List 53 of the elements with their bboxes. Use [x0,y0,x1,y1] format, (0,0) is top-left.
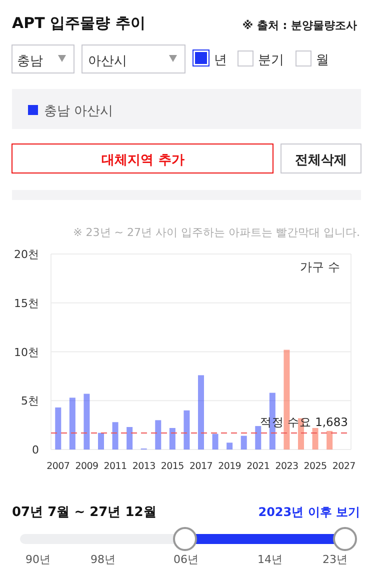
text: 90년 [26,553,50,566]
x-tick-label: 2015 [160,461,184,472]
x-tick-label: 2017 [190,461,213,472]
x-tick-label: 2013 [132,461,156,472]
bar [326,430,333,450]
text: 년 [214,53,227,68]
text: 14년 [258,553,282,566]
bar [155,420,162,450]
bar [98,432,104,450]
chart-title: APT 입주물량 추이 [12,14,146,32]
bar [226,442,233,450]
y-tick-label: 20천 [14,248,39,261]
text: 분기 [258,53,284,68]
text: 23년 [322,553,348,566]
x-tick-label: 2027 [332,461,356,472]
bar [212,434,218,450]
bar [169,428,176,450]
x-tick-label: 2011 [104,461,128,472]
text: 월 [316,53,329,68]
text: 06년 [174,553,198,566]
bar [112,422,118,450]
bar [312,428,318,450]
x-tick-label: 2025 [304,461,328,472]
bar [184,410,190,450]
ref-line-label: 적정 수요 1,683 [260,415,348,430]
y-tick-label: 5천 [21,394,39,408]
bar [198,375,204,450]
text: 전체삭제 [295,153,347,168]
bar [126,427,133,450]
y-axis-title: 가구 수 [300,260,340,274]
text: 2023년 이후 보기 [258,505,360,519]
bar [55,407,62,450]
x-tick-label: 2021 [246,461,270,472]
bar [69,398,76,450]
legend-label: 충남 아산시 [44,104,114,119]
bar [240,436,247,450]
x-tick-label: 2023 [275,461,298,472]
x-tick-label: 2019 [218,461,242,472]
x-tick-label: 2009 [75,461,98,472]
text: 07년 7월 ~ 27년 12월 [12,505,156,520]
y-tick-label: 0 [32,444,39,456]
bar [284,350,290,450]
text: 대체지역 추가 [102,153,184,168]
text: 아산시 [88,54,127,69]
y-tick-label: 15천 [14,296,39,310]
bar [84,394,90,450]
y-tick-label: 10천 [14,346,39,359]
text: 98년 [90,553,116,566]
text: 충남 [17,54,43,69]
text: ※ 23년 ~ 27년 사이 입주하는 아파트는 빨간막대 입니다. [73,226,360,239]
text: ※ 출처 : 분양물량조사 [242,19,357,32]
x-tick-label: 2007 [46,461,70,472]
bar [255,426,262,450]
